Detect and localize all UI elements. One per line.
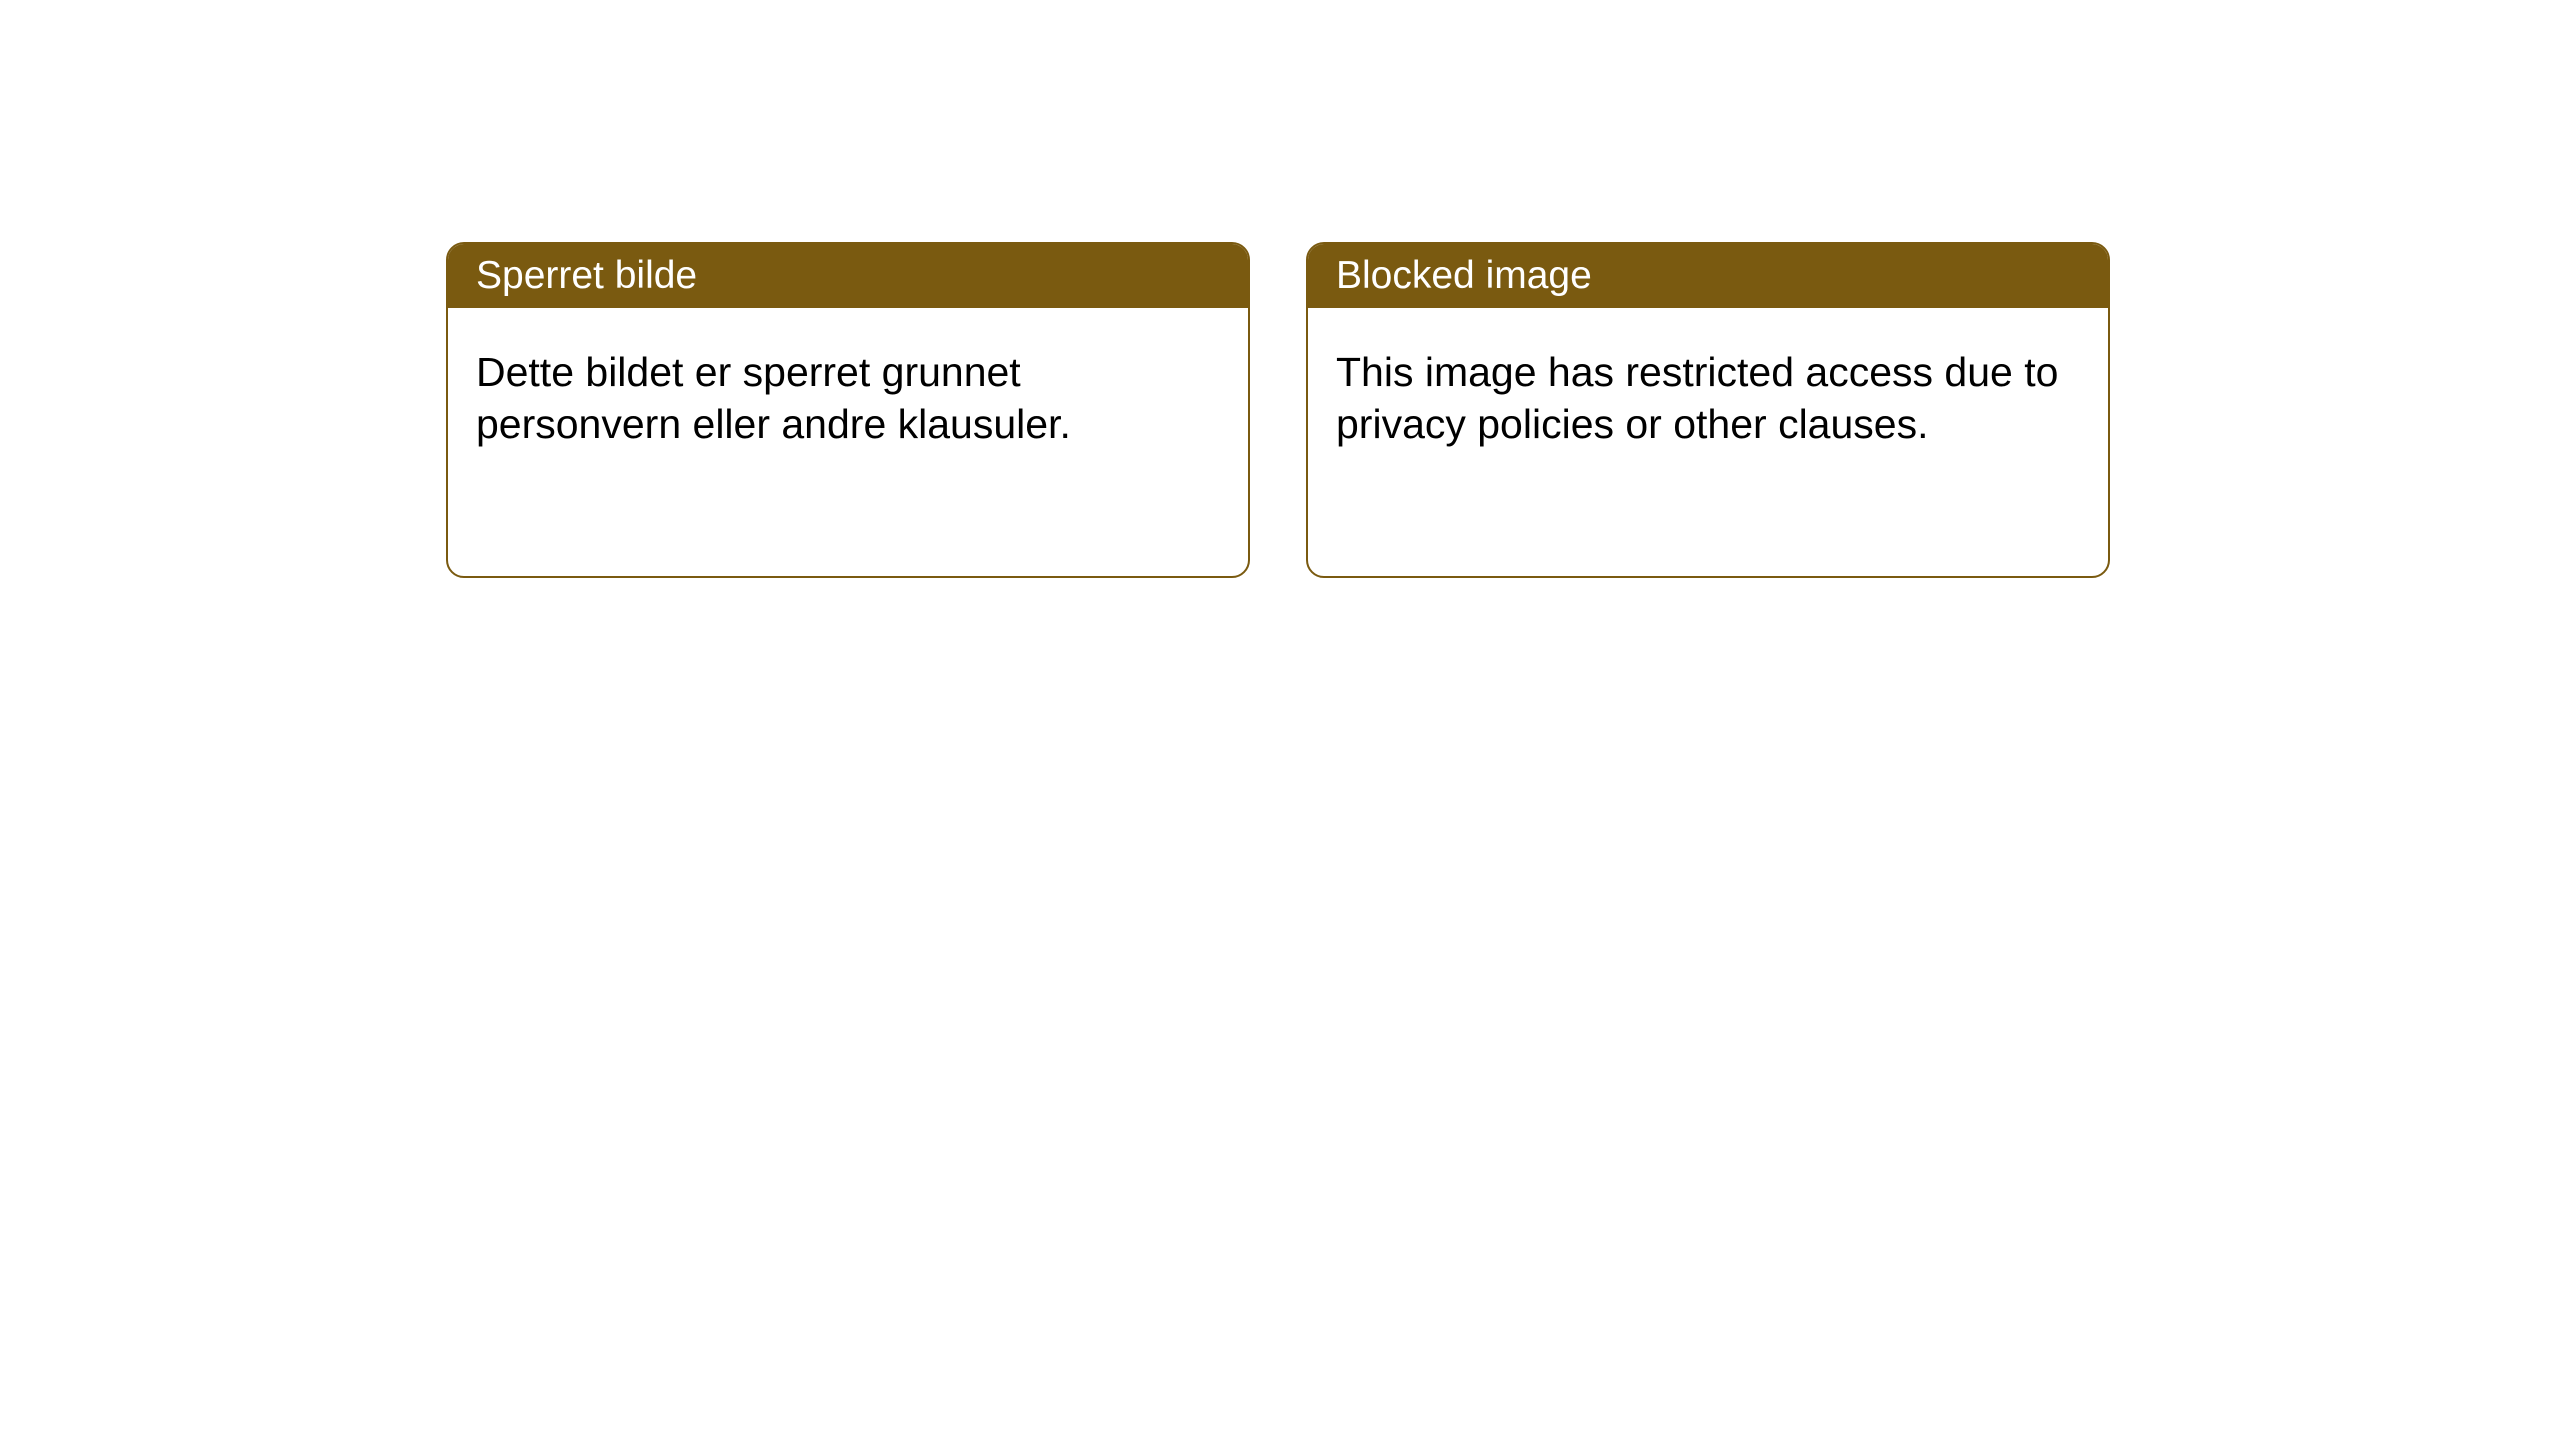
card-title-no: Sperret bilde bbox=[476, 254, 697, 297]
card-header-no: Sperret bilde bbox=[448, 244, 1248, 308]
card-title-en: Blocked image bbox=[1336, 254, 1592, 297]
card-body-en: This image has restricted access due to … bbox=[1308, 308, 2108, 489]
blocked-notice-card-no: Sperret bilde Dette bildet er sperret gr… bbox=[446, 242, 1250, 578]
card-body-no: Dette bildet er sperret grunnet personve… bbox=[448, 308, 1248, 489]
blocked-notice-card-en: Blocked image This image has restricted … bbox=[1306, 242, 2110, 578]
card-message-no: Dette bildet er sperret grunnet personve… bbox=[476, 349, 1071, 447]
card-message-en: This image has restricted access due to … bbox=[1336, 349, 2058, 447]
card-header-en: Blocked image bbox=[1308, 244, 2108, 308]
notice-container: Sperret bilde Dette bildet er sperret gr… bbox=[0, 0, 2560, 578]
